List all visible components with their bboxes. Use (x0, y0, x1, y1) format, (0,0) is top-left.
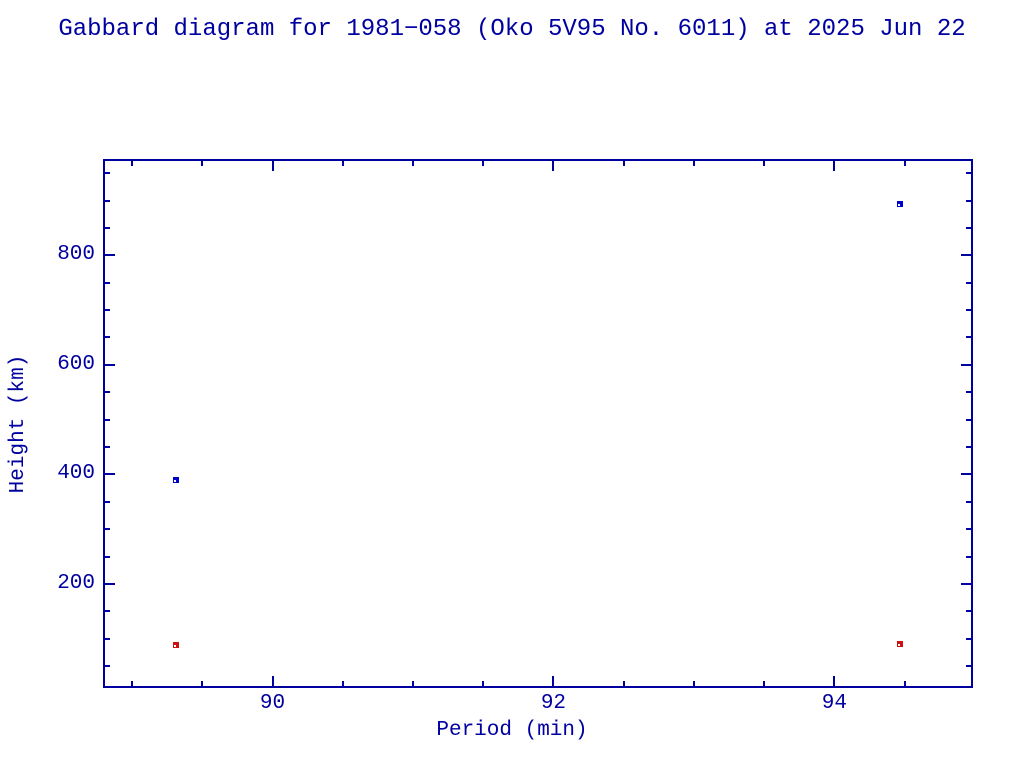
y-minor-tick (966, 419, 971, 421)
x-tick-label: 90 (259, 692, 286, 715)
x-tick-label: 94 (821, 692, 847, 715)
y-minor-tick (105, 556, 110, 558)
x-minor-tick (763, 681, 765, 686)
y-minor-tick (105, 528, 110, 530)
chart-title: Gabbard diagram for 1981−058 (Oko 5V95 N… (58, 16, 966, 43)
y-minor-tick (966, 309, 971, 311)
y-major-tick (961, 364, 971, 366)
y-minor-tick (105, 665, 110, 667)
x-minor-tick (131, 681, 133, 686)
y-minor-tick (105, 391, 110, 393)
x-minor-tick (623, 161, 625, 166)
y-tick-label: 400 (57, 462, 95, 486)
x-minor-tick (342, 681, 344, 686)
y-minor-tick (105, 282, 110, 284)
y-minor-tick (966, 665, 971, 667)
y-major-tick (961, 254, 971, 256)
y-minor-tick (966, 336, 971, 338)
y-minor-tick (966, 391, 971, 393)
y-minor-tick (105, 309, 110, 311)
x-major-tick (833, 161, 835, 171)
y-minor-tick (966, 172, 971, 174)
perigee-height-point (173, 642, 179, 648)
x-minor-tick (482, 681, 484, 686)
x-minor-tick (131, 161, 133, 166)
y-major-tick (105, 254, 115, 256)
apogee-height-point (173, 477, 179, 483)
y-major-tick (961, 473, 971, 475)
y-minor-tick (966, 501, 971, 503)
y-minor-tick (105, 200, 110, 202)
x-minor-tick (412, 681, 414, 686)
y-tick-label: 200 (57, 572, 95, 595)
x-minor-tick (201, 161, 203, 166)
x-minor-tick (623, 681, 625, 686)
y-minor-tick (105, 172, 110, 174)
x-major-tick (272, 676, 274, 686)
x-major-tick (552, 676, 554, 686)
y-minor-tick (105, 446, 110, 448)
y-minor-tick (966, 528, 971, 530)
y-minor-tick (105, 610, 110, 612)
y-major-tick (105, 473, 115, 475)
x-major-tick (552, 161, 554, 171)
y-major-tick (105, 364, 115, 366)
y-axis-title: Height (km) (7, 354, 30, 494)
x-major-tick (833, 676, 835, 686)
x-minor-tick (342, 161, 344, 166)
x-major-tick (272, 161, 274, 171)
y-minor-tick (105, 501, 110, 503)
x-minor-tick (412, 161, 414, 166)
y-minor-tick (966, 227, 971, 229)
y-minor-tick (966, 556, 971, 558)
y-major-tick (105, 583, 115, 585)
x-tick-label: 92 (540, 692, 567, 715)
y-tick-label: 600 (57, 352, 95, 376)
y-minor-tick (966, 282, 971, 284)
y-minor-tick (966, 638, 971, 640)
y-minor-tick (105, 638, 110, 640)
x-axis-title: Period (min) (436, 719, 588, 742)
y-minor-tick (966, 446, 971, 448)
y-tick-label: 800 (57, 243, 95, 267)
y-minor-tick (105, 419, 110, 421)
x-minor-tick (201, 681, 203, 686)
x-minor-tick (482, 161, 484, 166)
plot-area (103, 159, 973, 688)
x-minor-tick (904, 161, 906, 166)
y-minor-tick (105, 336, 110, 338)
x-minor-tick (693, 681, 695, 686)
y-minor-tick (966, 200, 971, 202)
perigee-height-point (897, 641, 903, 647)
x-minor-tick (763, 161, 765, 166)
y-minor-tick (966, 610, 971, 612)
y-minor-tick (105, 227, 110, 229)
apogee-height-point (897, 201, 903, 207)
x-minor-tick (693, 161, 695, 166)
y-major-tick (961, 583, 971, 585)
x-minor-tick (904, 681, 906, 686)
